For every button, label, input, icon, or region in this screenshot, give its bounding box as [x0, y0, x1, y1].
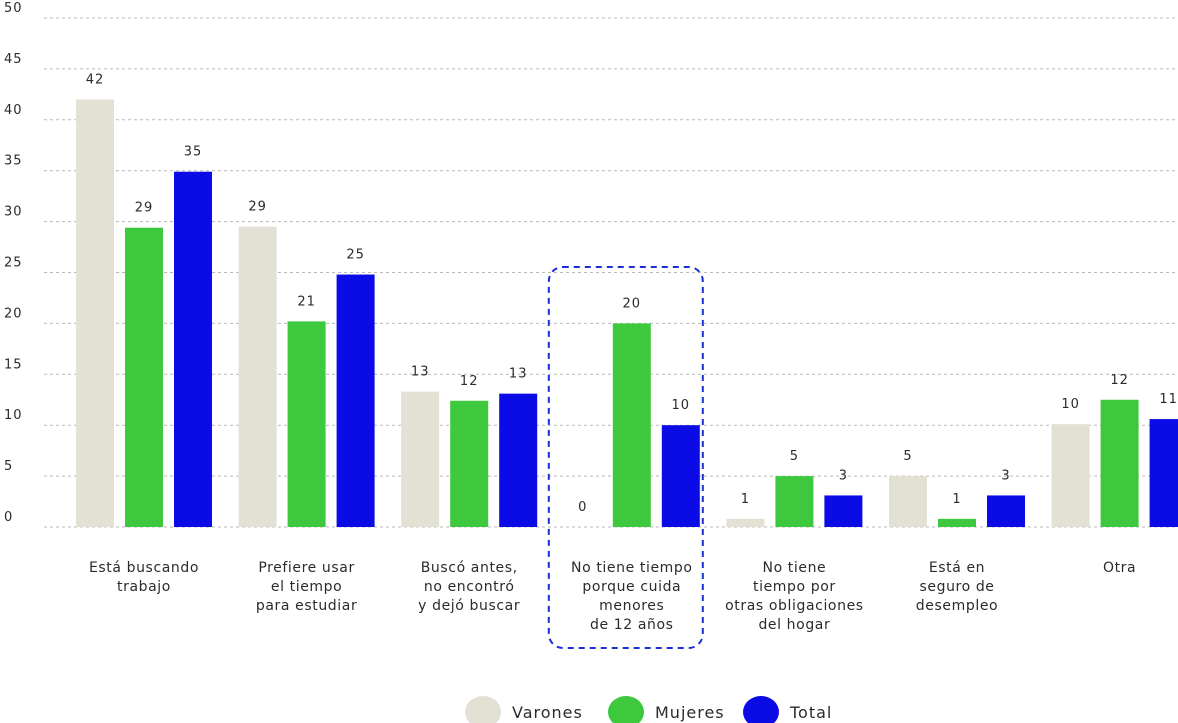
data-label: 5	[903, 449, 912, 464]
bar-mujeres	[1100, 399, 1139, 527]
bar-total	[336, 274, 375, 527]
highlight-box	[547, 266, 704, 649]
legend-swatch-varones	[465, 696, 501, 723]
y-axis-ticks: 0 5 10 15 20 25 30 35 40 45 50	[4, 1, 23, 525]
category-label-line: Está buscando	[89, 560, 199, 576]
legend-swatch-total	[743, 696, 779, 723]
bar-total	[661, 425, 700, 527]
y-tick-label: 35	[4, 154, 23, 169]
category-label: No tiene tiempo porque cuida menores de 12 …	[571, 560, 693, 633]
legend-label-varones: Varones	[512, 703, 583, 722]
y-tick-label: 10	[4, 408, 23, 423]
category-label-line: desempleo	[916, 598, 998, 614]
bar-varones	[238, 226, 277, 527]
category-label-line: Está en	[929, 560, 985, 576]
data-label: 12	[460, 374, 479, 389]
category-label-line: tiempo por	[753, 579, 836, 595]
category-label: Está buscando trabajo	[89, 560, 199, 595]
gridlines	[44, 17, 1178, 528]
category-label-line: no encontró	[424, 579, 515, 595]
y-tick-label: 25	[4, 256, 23, 271]
category-label-line: y dejó buscar	[418, 598, 520, 614]
category-label-line: del hogar	[758, 617, 830, 633]
bar-total	[987, 495, 1025, 527]
legend: Varones Mujeres Total	[465, 696, 832, 723]
data-label: 21	[297, 294, 316, 309]
bar-total	[824, 495, 863, 527]
category-label-line: otras obligaciones	[725, 598, 864, 614]
category-label: Otra	[1103, 560, 1136, 576]
category-label-line: menores	[599, 598, 664, 614]
data-label: 35	[184, 145, 203, 160]
data-label: 1	[741, 492, 750, 507]
bar-total	[1149, 419, 1178, 527]
data-label: 1	[952, 492, 961, 507]
category-label-line: No tiene tiempo	[571, 560, 693, 576]
data-label: 25	[346, 248, 365, 263]
bar-mujeres	[938, 518, 976, 527]
data-label: 11	[1159, 392, 1178, 407]
bars	[76, 99, 1178, 527]
data-label: 3	[839, 468, 848, 483]
legend-label-total: Total	[789, 703, 832, 722]
y-tick-label: 5	[4, 459, 13, 474]
category-label-line: para estudiar	[256, 598, 357, 614]
data-label: 13	[509, 367, 528, 382]
category-label-line: trabajo	[117, 579, 171, 595]
category-label: No tiene tiempo por otras obligaciones del …	[725, 560, 864, 633]
category-label-line: Otra	[1103, 560, 1136, 576]
data-label: 29	[135, 201, 154, 216]
category-label: Prefiere usar el tiempo para estudiar	[256, 560, 357, 614]
bar-varones	[889, 476, 927, 527]
y-tick-label: 0	[4, 510, 13, 525]
data-label: 20	[623, 296, 642, 311]
data-label: 10	[1061, 397, 1080, 412]
y-tick-label: 30	[4, 205, 23, 220]
y-tick-label: 45	[4, 52, 23, 67]
bar-varones	[726, 518, 765, 527]
category-label-line: el tiempo	[271, 579, 342, 595]
category-label-line: porque cuida	[582, 579, 681, 595]
category-label-line: No tiene	[763, 560, 827, 576]
data-label: 42	[86, 72, 105, 87]
bar-mujeres	[450, 400, 489, 527]
bar-mujeres	[125, 227, 163, 527]
data-label: 10	[672, 398, 691, 413]
bar-mujeres	[287, 321, 326, 527]
y-tick-label: 20	[4, 306, 23, 321]
category-label: Está en seguro de desempleo	[916, 560, 998, 614]
bar-mujeres	[612, 323, 651, 527]
bar-total	[174, 171, 212, 527]
bar-varones	[1051, 424, 1090, 527]
bar-varones	[401, 391, 440, 527]
category-label-line: seguro de	[919, 579, 994, 595]
y-tick-label: 40	[4, 103, 23, 118]
legend-label-mujeres: Mujeres	[655, 703, 725, 722]
category-labels: Está buscando trabajo Prefiere usar el tiem…	[89, 560, 1136, 633]
data-label: 5	[790, 449, 799, 464]
legend-swatch-mujeres	[608, 696, 644, 723]
category-label-line: Buscó antes,	[421, 560, 518, 576]
category-label: Buscó antes, no encontró y dejó buscar	[418, 560, 520, 614]
data-label: 12	[1110, 373, 1129, 388]
data-label: 0	[578, 500, 587, 515]
y-tick-label: 15	[4, 357, 23, 372]
bar-mujeres	[775, 476, 814, 527]
y-tick-label: 50	[4, 1, 23, 16]
bar-total	[499, 393, 538, 527]
data-label: 3	[1001, 468, 1010, 483]
category-label-line: Prefiere usar	[258, 560, 355, 576]
data-label: 13	[411, 365, 430, 380]
bar-varones	[76, 99, 114, 527]
category-label-line: de 12 años	[590, 617, 674, 633]
data-label: 29	[248, 200, 267, 215]
